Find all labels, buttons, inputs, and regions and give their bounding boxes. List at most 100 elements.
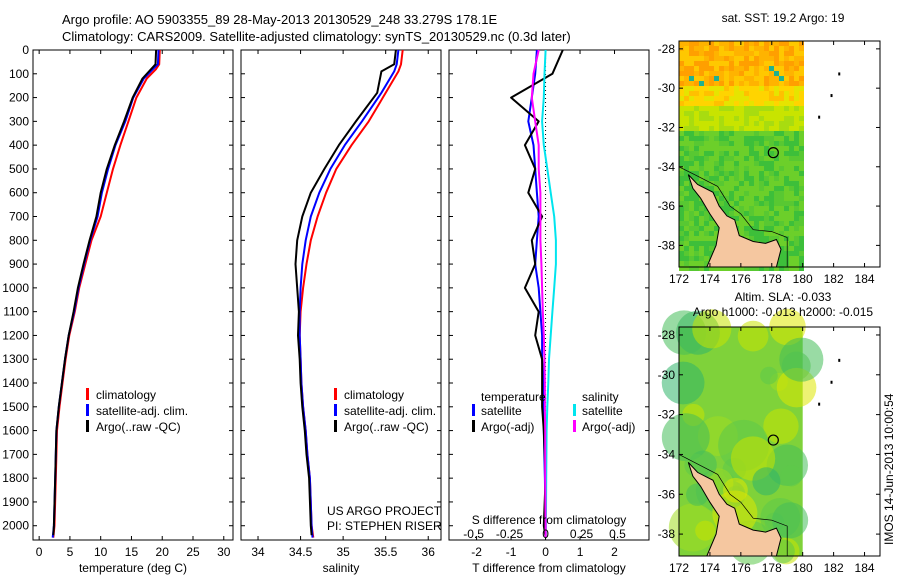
sst-cell <box>689 61 694 66</box>
sst-cell <box>799 256 804 261</box>
lat-tick-label: -30 <box>658 368 676 382</box>
sst-cell <box>729 266 734 271</box>
sst-cell <box>794 106 799 111</box>
sst-cell <box>789 81 794 86</box>
sst-cell <box>754 196 759 201</box>
sst-cell <box>799 241 804 246</box>
sst-cell <box>684 96 689 101</box>
sst-cell <box>679 231 684 236</box>
sst-cell <box>759 151 764 156</box>
sst-cell <box>699 66 704 71</box>
sst-cell <box>754 206 759 211</box>
sst-cell <box>779 261 784 266</box>
sst-cell <box>759 161 764 166</box>
sst-cell <box>704 246 709 251</box>
sst-cell <box>779 66 784 71</box>
sst-cell <box>704 116 709 121</box>
sst-cell <box>684 226 689 231</box>
sst-cell <box>769 116 774 121</box>
sst-cell <box>754 46 759 51</box>
sst-cell <box>764 126 769 131</box>
sst-cell <box>769 71 774 76</box>
sst-cell <box>759 141 764 146</box>
sst-cell <box>769 196 774 201</box>
sst-cell <box>774 81 779 86</box>
sst-cell <box>774 126 779 131</box>
sst-cell <box>679 136 684 141</box>
sla-map-title: Altim. SLA: -0.033 <box>735 290 832 304</box>
sst-cell <box>739 106 744 111</box>
sst-cell <box>699 256 704 261</box>
sst-cell <box>794 151 799 156</box>
sst-cell <box>719 266 724 271</box>
sst-cell <box>679 236 684 241</box>
sst-cell <box>789 191 794 196</box>
sst-cell <box>729 96 734 101</box>
plot-frame <box>448 49 650 541</box>
sst-cell <box>749 71 754 76</box>
sst-cell <box>759 181 764 186</box>
sst-cell <box>794 266 799 271</box>
sst-cell <box>784 146 789 151</box>
sst-cell <box>779 176 784 181</box>
sst-cell <box>744 166 749 171</box>
sst-cell <box>699 116 704 121</box>
sst-cell <box>744 116 749 121</box>
sst-cell <box>744 216 749 221</box>
sst-cell <box>694 51 699 56</box>
sst-cell <box>744 231 749 236</box>
sst-cell <box>694 221 699 226</box>
sst-cell <box>754 161 759 166</box>
sst-cell <box>764 101 769 106</box>
sst-cell <box>774 171 779 176</box>
sst-cell <box>694 176 699 181</box>
sst-cell <box>694 111 699 116</box>
sst-cell <box>709 251 714 256</box>
sst-cell <box>699 216 704 221</box>
sst-cell <box>694 236 699 241</box>
sst-cell <box>794 121 799 126</box>
sst-cell <box>734 91 739 96</box>
sst-cell <box>794 261 799 266</box>
sst-cell <box>734 136 739 141</box>
sst-cell <box>779 166 784 171</box>
sst-cell <box>704 266 709 271</box>
sst-cell <box>684 91 689 96</box>
sst-cell <box>739 176 744 181</box>
sst-cell <box>799 206 804 211</box>
sst-cell <box>779 151 784 156</box>
sst-cell <box>694 266 699 271</box>
sst-cell <box>714 236 719 241</box>
sst-cell <box>749 146 754 151</box>
legend-swatch <box>86 404 89 416</box>
sst-cell <box>679 171 684 176</box>
sst-cell <box>779 171 784 176</box>
sst-cell <box>789 131 794 136</box>
sst-cell <box>724 81 729 86</box>
sst-cell <box>739 181 744 186</box>
sst-cell <box>699 136 704 141</box>
sst-cell <box>774 61 779 66</box>
sst-cell <box>794 256 799 261</box>
sst-cell <box>709 236 714 241</box>
sst-cell <box>694 116 699 121</box>
sst-cell <box>724 161 729 166</box>
sst-cell <box>794 86 799 91</box>
sst-cell <box>714 116 719 121</box>
sst-cell <box>744 61 749 66</box>
sst-cell <box>704 256 709 261</box>
sst-cell <box>699 41 704 46</box>
sst-cell <box>774 111 779 116</box>
sst-cell <box>739 136 744 141</box>
sst-cell <box>769 61 774 66</box>
legend-swatch <box>472 420 475 432</box>
sst-cell <box>799 51 804 56</box>
sst-cell <box>709 96 714 101</box>
sst-cell <box>684 256 689 261</box>
sst-cell <box>789 146 794 151</box>
sst-cell <box>754 151 759 156</box>
sst-cell <box>774 161 779 166</box>
s-tick-label: -0.25 <box>496 527 524 541</box>
sst-cell <box>799 86 804 91</box>
island <box>830 94 833 98</box>
